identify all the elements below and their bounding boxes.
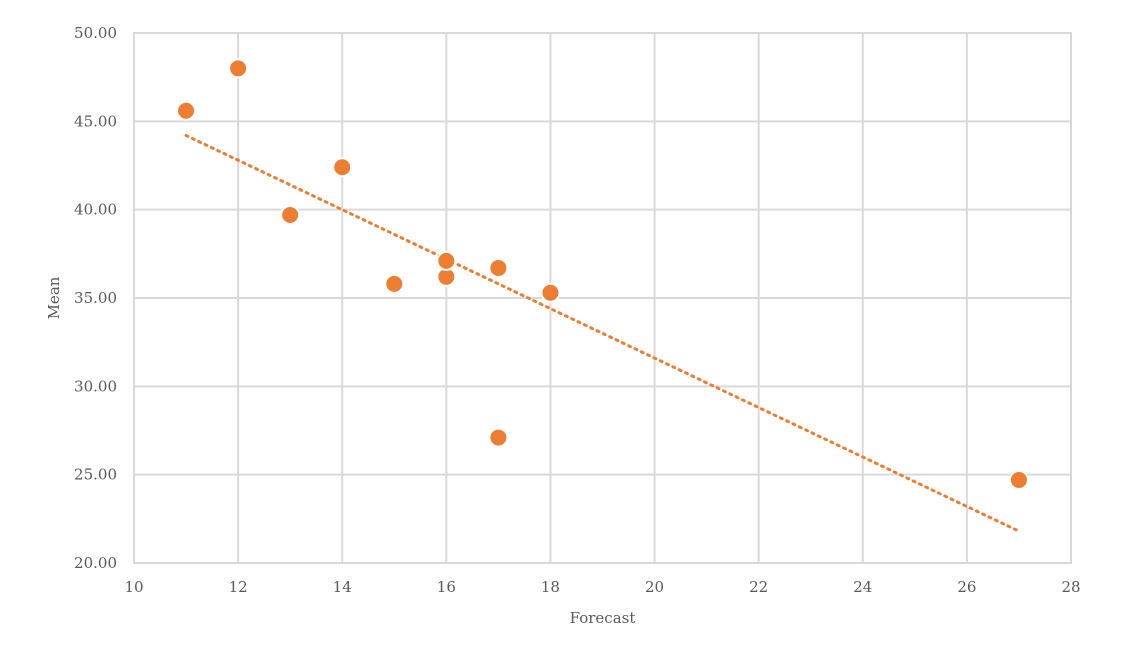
x-axis-title: Forecast (570, 609, 636, 627)
data-point (332, 157, 353, 178)
x-tick-label: 22 (749, 578, 768, 596)
gridlines (133, 32, 1072, 564)
data-point (488, 427, 509, 448)
y-tick-label: 45.00 (74, 112, 117, 130)
x-tick-label: 28 (1061, 578, 1080, 596)
y-tick-label: 40.00 (74, 201, 117, 219)
data-point (384, 273, 405, 294)
y-axis-title: Mean (45, 276, 63, 319)
plot-area-border (133, 32, 1072, 564)
data-point (176, 100, 197, 121)
data-point (228, 58, 249, 79)
data-point (540, 282, 561, 303)
y-tick-label: 50.00 (74, 24, 117, 42)
data-point (436, 250, 457, 271)
trendline (184, 133, 1021, 533)
data-point (1008, 469, 1029, 490)
x-tick-label: 26 (957, 578, 976, 596)
y-tick-label: 35.00 (74, 289, 117, 307)
x-tick-label: 14 (333, 578, 352, 596)
x-tick-label: 12 (229, 578, 248, 596)
trendline-layer (184, 133, 1021, 533)
x-tick-label: 18 (541, 578, 560, 596)
y-tick-label: 20.00 (74, 554, 117, 572)
x-tick-label: 10 (124, 578, 143, 596)
data-point (280, 204, 301, 225)
data-points (176, 58, 1029, 490)
x-tick-label: 20 (645, 578, 664, 596)
x-tick-label: 24 (853, 578, 872, 596)
y-tick-label: 25.00 (74, 466, 117, 484)
y-tick-label: 30.00 (74, 377, 117, 395)
data-point (488, 257, 509, 278)
x-tick-label: 16 (437, 578, 456, 596)
tick-labels: 10 12 14 16 18 20 22 24 26 28 20.00 25.00 30.00 35.00… (74, 24, 1081, 596)
